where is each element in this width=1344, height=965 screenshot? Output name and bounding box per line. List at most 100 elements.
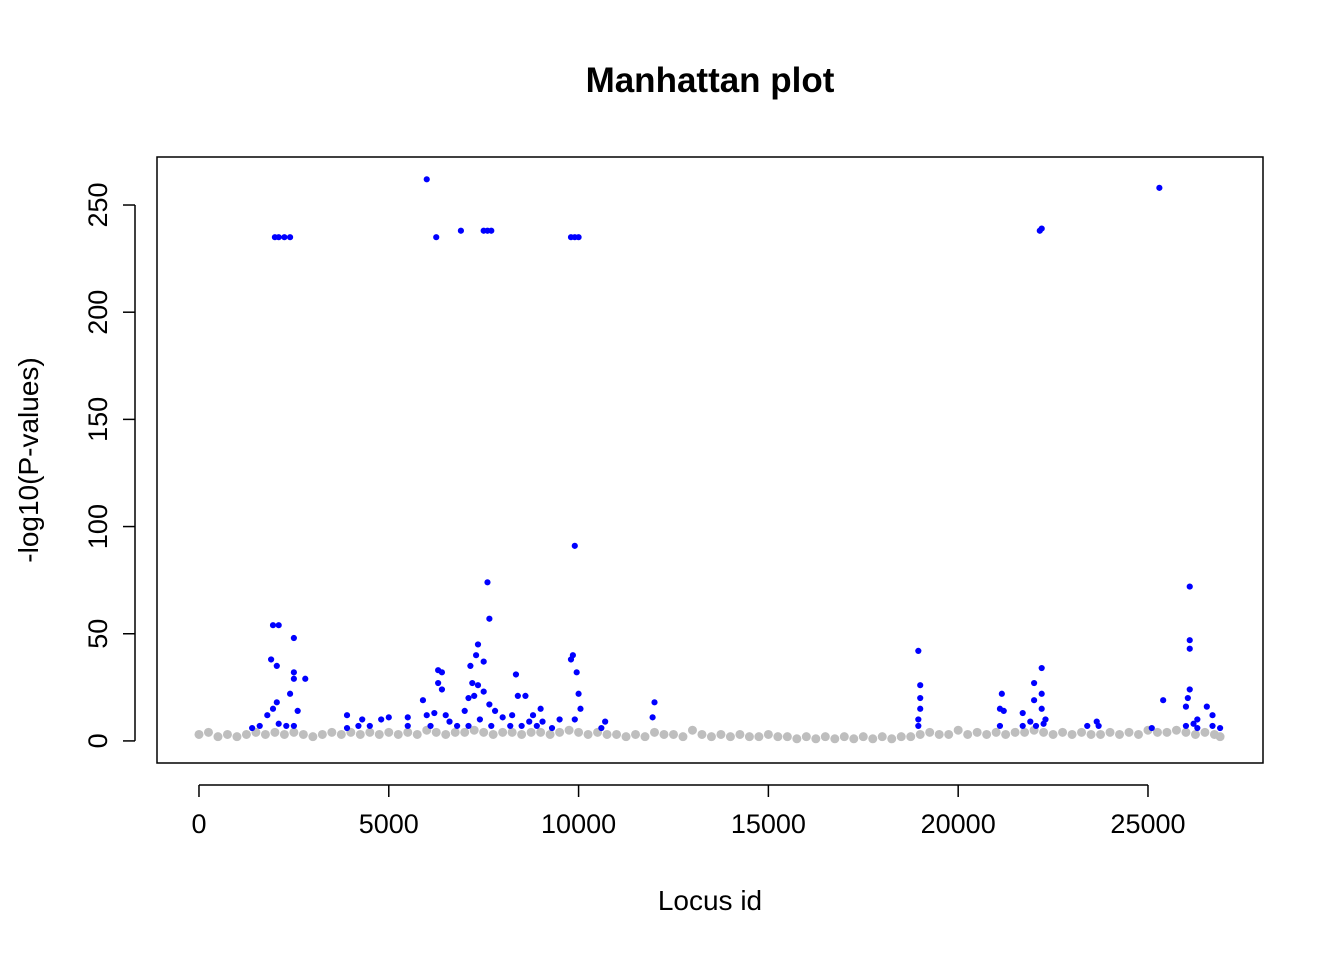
data-point (480, 688, 487, 695)
data-point (275, 234, 282, 241)
data-point (423, 176, 430, 183)
data-point (469, 725, 479, 735)
data-point (412, 729, 422, 739)
data-point (454, 722, 461, 730)
data-point (343, 712, 351, 719)
data-point (203, 727, 213, 737)
data-point (275, 720, 282, 727)
data-point (575, 234, 582, 241)
data-point (782, 732, 792, 742)
data-point (273, 662, 280, 669)
data-point (486, 615, 493, 622)
data-point (393, 729, 403, 739)
data-point (687, 725, 697, 735)
data-point (1190, 720, 1197, 727)
data-point (268, 656, 275, 663)
data-point (830, 734, 840, 744)
data-point (374, 729, 384, 739)
data-point (649, 714, 656, 721)
data-point (460, 727, 470, 737)
data-point (548, 724, 556, 732)
data-point (1048, 729, 1058, 739)
data-point (839, 732, 849, 742)
data-point (450, 727, 460, 737)
data-point (529, 712, 537, 719)
data-point (1194, 724, 1201, 732)
data-point (286, 690, 294, 697)
data-point (735, 729, 745, 739)
data-point (260, 729, 270, 739)
data-point (1105, 727, 1115, 737)
data-point (1200, 727, 1210, 737)
data-point (915, 722, 922, 730)
data-point (915, 716, 922, 723)
data-point (1001, 729, 1011, 739)
data-point (1181, 727, 1191, 737)
data-point (484, 579, 491, 586)
data-point (574, 727, 584, 737)
data-point (514, 692, 521, 700)
data-point (1209, 722, 1216, 730)
data-point (1148, 724, 1155, 732)
data-point (403, 727, 413, 737)
data-point (491, 707, 499, 715)
data-point (499, 714, 506, 721)
data-point (404, 714, 411, 721)
data-point (1186, 637, 1193, 644)
data-point (555, 727, 565, 737)
data-point (1115, 729, 1125, 739)
y-tick-label: 250 (83, 182, 113, 227)
data-point (232, 732, 242, 742)
data-point (465, 722, 472, 730)
data-point (1086, 729, 1096, 739)
data-point (1133, 729, 1143, 739)
data-point (621, 732, 631, 742)
data-point (509, 712, 516, 719)
data-point (355, 722, 362, 730)
data-point (1067, 729, 1077, 739)
data-point (598, 724, 605, 732)
data-point (476, 716, 483, 723)
data-point (877, 732, 887, 742)
data-point (982, 729, 992, 739)
data-point (281, 234, 288, 241)
y-tick-label: 200 (83, 290, 113, 335)
data-point (264, 712, 271, 719)
data-point (650, 727, 660, 737)
data-point (1194, 716, 1201, 723)
data-point (298, 729, 308, 739)
data-point (290, 675, 297, 682)
data-point (486, 701, 493, 708)
data-point (526, 718, 533, 725)
data-point (915, 729, 925, 739)
data-point (431, 709, 438, 717)
data-point (404, 722, 411, 730)
data-point (571, 542, 578, 549)
data-point (792, 734, 802, 744)
y-tick-label: 100 (83, 504, 113, 549)
data-point (302, 675, 309, 682)
data-point (465, 694, 472, 702)
data-point (1096, 729, 1106, 739)
x-tick-label: 10000 (541, 809, 616, 839)
data-point (602, 718, 609, 725)
data-point (241, 729, 251, 739)
data-point (1084, 722, 1091, 730)
data-point (1038, 690, 1045, 697)
data-point (706, 732, 716, 742)
data-point (801, 732, 811, 742)
data-point (963, 729, 973, 739)
data-point (517, 729, 527, 739)
data-point (573, 669, 580, 676)
data-point (343, 724, 351, 732)
data-point (275, 622, 282, 629)
data-point (359, 716, 366, 723)
data-point (1162, 727, 1172, 737)
data-point (283, 722, 290, 730)
data-point (906, 732, 916, 742)
data-point (1182, 703, 1190, 710)
data-point (697, 729, 707, 739)
data-point (998, 690, 1005, 697)
data-point (1186, 583, 1193, 590)
data-point (441, 729, 451, 739)
